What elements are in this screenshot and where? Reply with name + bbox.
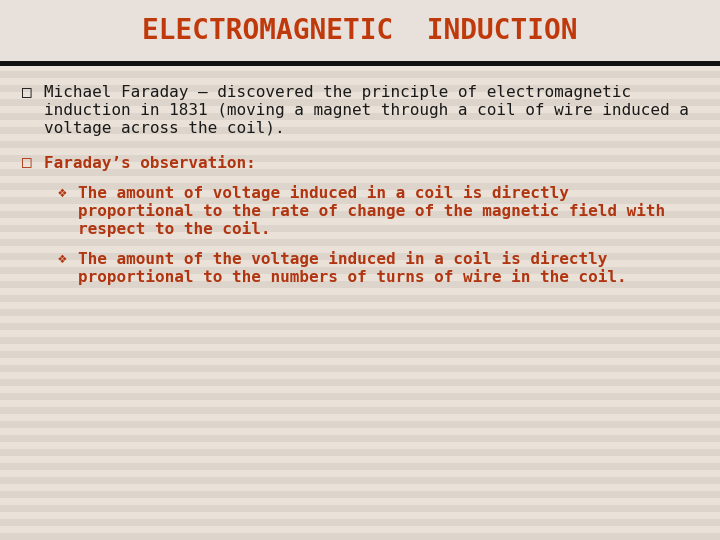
Text: □: □	[22, 155, 32, 170]
Bar	[0, 309, 720, 316]
Bar	[0, 281, 720, 288]
Bar	[0, 85, 720, 92]
Bar	[0, 393, 720, 400]
Bar	[0, 113, 720, 120]
Bar	[0, 57, 720, 64]
Bar	[0, 421, 720, 428]
Bar	[0, 197, 720, 204]
Bar	[0, 505, 720, 512]
Text: Michael Faraday – discovered the principle of electromagnetic: Michael Faraday – discovered the princip…	[44, 85, 631, 100]
Text: ELECTROMAGNETIC  INDUCTION: ELECTROMAGNETIC INDUCTION	[143, 17, 577, 45]
Bar	[0, 337, 720, 344]
Bar	[0, 365, 720, 372]
Text: The amount of the voltage induced in a coil is directly: The amount of the voltage induced in a c…	[78, 251, 608, 267]
Bar	[0, 141, 720, 148]
Bar	[0, 491, 720, 498]
Bar	[0, 449, 720, 456]
Bar	[0, 253, 720, 260]
Bar	[0, 71, 720, 78]
Text: ❖: ❖	[58, 251, 67, 266]
Bar	[0, 211, 720, 218]
Bar	[0, 183, 720, 190]
Bar	[0, 519, 720, 526]
Text: proportional to the rate of change of the magnetic field with: proportional to the rate of change of th…	[78, 203, 665, 219]
Bar	[0, 323, 720, 330]
Text: The amount of voltage induced in a coil is directly: The amount of voltage induced in a coil …	[78, 185, 569, 201]
Text: induction in 1831 (moving a magnet through a coil of wire induced a: induction in 1831 (moving a magnet throu…	[44, 103, 689, 118]
Text: ❖: ❖	[58, 185, 67, 200]
Bar	[0, 295, 720, 302]
Bar	[0, 463, 720, 470]
Bar	[0, 15, 720, 22]
Bar	[0, 1, 720, 8]
Bar	[0, 169, 720, 176]
Bar	[0, 351, 720, 358]
Bar	[0, 43, 720, 50]
Text: □: □	[22, 85, 32, 100]
Bar	[0, 61, 720, 66]
Text: Faraday’s observation:: Faraday’s observation:	[44, 155, 256, 171]
Bar	[0, 127, 720, 134]
Text: voltage across the coil).: voltage across the coil).	[44, 121, 284, 136]
Bar	[0, 239, 720, 246]
Bar	[0, 435, 720, 442]
Bar	[0, 29, 720, 36]
Bar	[0, 225, 720, 232]
Text: respect to the coil.: respect to the coil.	[78, 221, 271, 237]
Bar	[0, 533, 720, 540]
Bar	[0, 407, 720, 414]
Bar	[0, 379, 720, 386]
Bar	[0, 267, 720, 274]
Text: proportional to the numbers of turns of wire in the coil.: proportional to the numbers of turns of …	[78, 269, 626, 285]
Bar	[0, 155, 720, 162]
Bar	[0, 477, 720, 484]
Bar	[0, 0, 720, 62]
Bar	[0, 99, 720, 106]
